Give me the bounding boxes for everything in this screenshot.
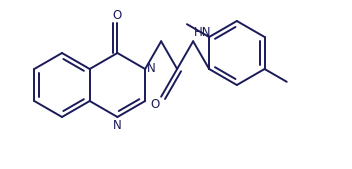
Text: O: O (150, 98, 159, 111)
Text: N: N (147, 63, 156, 76)
Text: N: N (113, 119, 122, 132)
Text: HN: HN (194, 26, 212, 39)
Text: O: O (113, 9, 122, 22)
